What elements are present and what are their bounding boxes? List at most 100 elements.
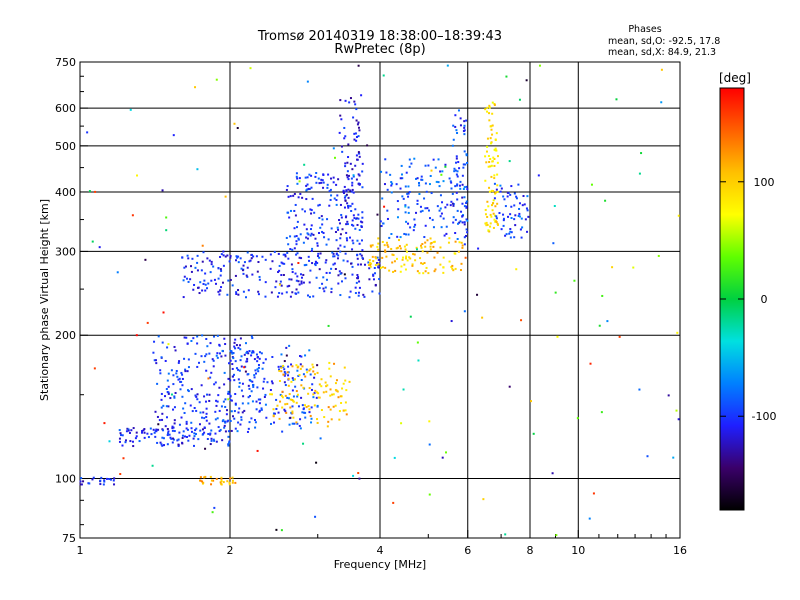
data-point — [308, 173, 311, 176]
data-point — [340, 213, 343, 216]
data-point — [109, 478, 112, 481]
data-point — [424, 270, 427, 273]
data-point — [181, 256, 184, 259]
stats-line-o: mean, sd,O: -92.5, 17.8 — [608, 36, 720, 47]
data-point — [173, 406, 176, 409]
data-point — [250, 354, 253, 357]
data-point — [463, 126, 466, 129]
data-point — [283, 262, 286, 265]
data-point — [339, 294, 342, 297]
data-point — [222, 481, 225, 484]
data-point — [372, 274, 375, 277]
data-point — [498, 212, 501, 215]
data-point — [184, 435, 187, 438]
data-point — [187, 390, 190, 393]
data-point — [210, 371, 213, 374]
data-point — [295, 175, 298, 178]
data-point — [667, 394, 670, 397]
data-point — [142, 429, 145, 432]
data-point — [306, 176, 309, 179]
data-point — [283, 381, 286, 384]
data-point — [243, 261, 246, 264]
data-point — [181, 436, 184, 439]
data-point — [288, 278, 291, 281]
data-point — [177, 443, 180, 446]
data-point — [297, 280, 300, 283]
y-tick-label: 750 — [55, 56, 76, 69]
data-point — [183, 411, 186, 414]
y-tick-label: 75 — [62, 532, 76, 545]
data-point — [391, 261, 394, 264]
data-point — [124, 441, 127, 444]
data-point — [325, 385, 328, 388]
data-point — [215, 404, 218, 407]
data-point — [212, 438, 215, 441]
data-point — [178, 423, 181, 426]
data-point — [496, 222, 499, 225]
data-point — [186, 342, 189, 345]
data-point — [339, 250, 342, 253]
data-point — [159, 372, 162, 375]
data-point — [300, 355, 303, 358]
data-point — [405, 171, 408, 174]
data-point — [222, 254, 225, 257]
data-point — [384, 266, 387, 269]
data-point — [166, 346, 169, 349]
data-point — [495, 149, 498, 152]
data-point — [214, 418, 217, 421]
data-point — [476, 293, 479, 296]
data-point — [325, 390, 328, 393]
data-point — [513, 218, 516, 221]
data-point — [358, 152, 361, 155]
data-point — [353, 100, 356, 103]
data-point — [310, 388, 313, 391]
data-point — [206, 437, 209, 440]
data-point — [289, 416, 292, 419]
data-point — [499, 190, 502, 193]
data-point — [604, 199, 607, 202]
data-point — [290, 363, 293, 366]
data-point — [293, 192, 296, 195]
data-point — [278, 368, 281, 371]
data-point — [314, 264, 317, 267]
data-point — [458, 184, 461, 187]
data-point — [377, 266, 380, 269]
data-point — [118, 429, 121, 432]
data-point — [152, 428, 155, 431]
data-point — [291, 248, 294, 251]
data-point — [327, 324, 330, 327]
data-point — [370, 245, 373, 248]
data-point — [312, 393, 315, 396]
data-point — [286, 285, 289, 288]
data-point — [345, 189, 348, 192]
data-point — [309, 228, 312, 231]
data-point — [257, 370, 260, 373]
data-point — [213, 439, 216, 442]
data-point — [332, 147, 335, 150]
data-point — [322, 287, 325, 290]
data-point — [500, 228, 503, 231]
data-point — [486, 106, 489, 109]
data-point — [346, 223, 349, 226]
data-point — [295, 226, 298, 229]
data-point — [291, 398, 294, 401]
data-point — [237, 255, 240, 258]
data-point — [103, 422, 106, 425]
data-point — [464, 256, 467, 259]
data-point — [260, 408, 263, 411]
data-point — [304, 176, 307, 179]
data-point — [601, 294, 604, 297]
data-point — [484, 208, 487, 211]
data-point — [493, 218, 496, 221]
data-point — [395, 257, 398, 260]
data-point — [206, 257, 209, 260]
data-point — [80, 483, 83, 486]
data-point — [646, 455, 649, 458]
data-point — [173, 430, 176, 433]
data-point — [158, 419, 161, 422]
data-point — [322, 186, 325, 189]
data-point — [297, 365, 300, 368]
data-point — [615, 98, 618, 101]
data-point — [381, 197, 384, 200]
data-point — [250, 351, 253, 354]
